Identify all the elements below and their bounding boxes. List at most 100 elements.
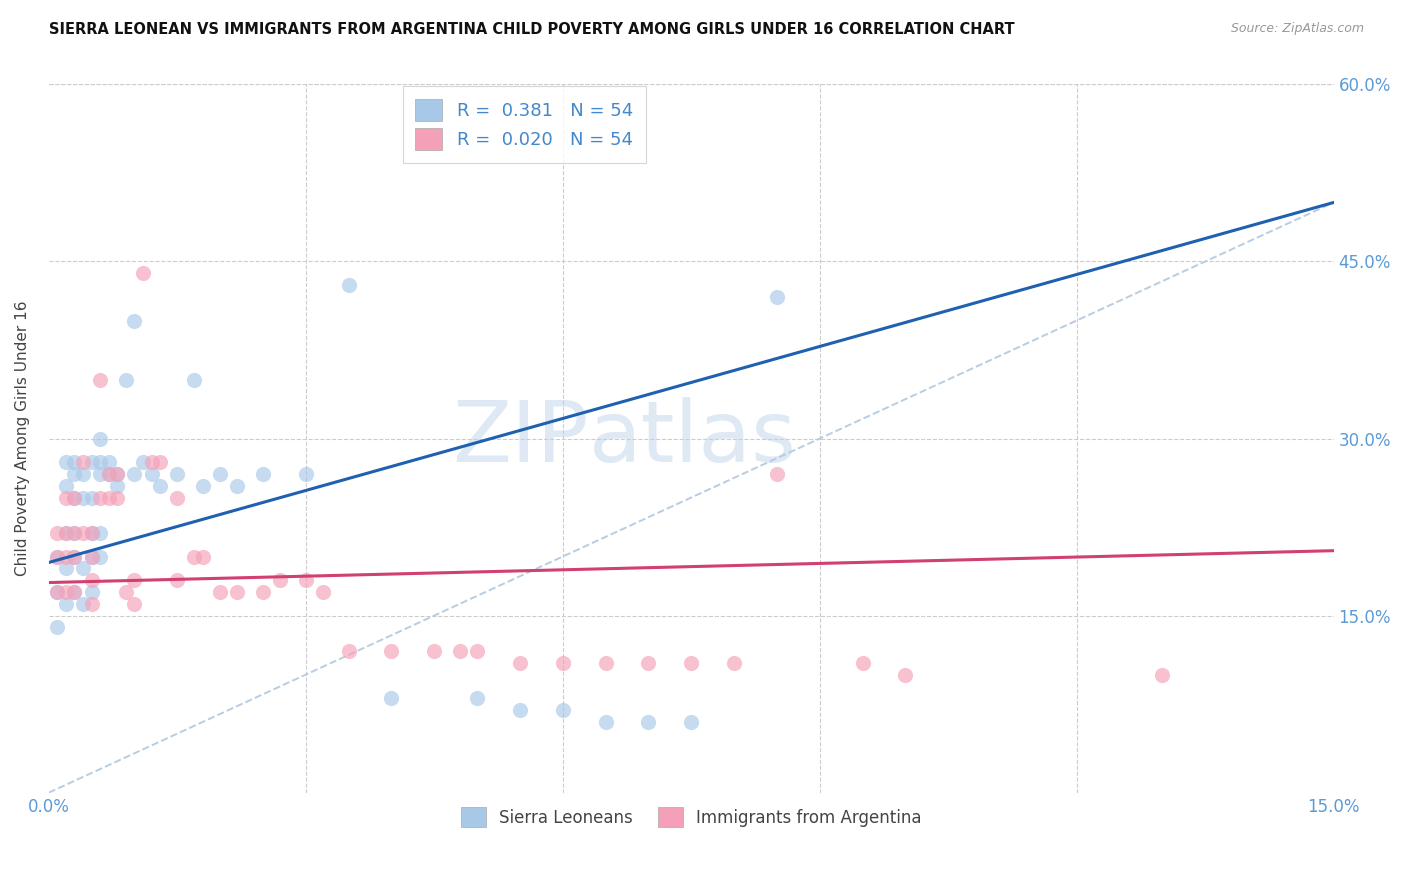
Point bbox=[226, 585, 249, 599]
Point bbox=[80, 455, 103, 469]
Point bbox=[89, 467, 111, 481]
Point bbox=[55, 526, 77, 541]
Point bbox=[89, 491, 111, 505]
Point bbox=[72, 561, 94, 575]
Point bbox=[595, 714, 617, 729]
Point bbox=[681, 714, 703, 729]
Point bbox=[55, 549, 77, 564]
Point bbox=[80, 526, 103, 541]
Point bbox=[149, 455, 172, 469]
Point bbox=[46, 526, 69, 541]
Point bbox=[63, 549, 86, 564]
Point bbox=[63, 549, 86, 564]
Point bbox=[46, 549, 69, 564]
Point bbox=[55, 479, 77, 493]
Point bbox=[105, 491, 128, 505]
Text: Source: ZipAtlas.com: Source: ZipAtlas.com bbox=[1230, 22, 1364, 36]
Point bbox=[124, 597, 146, 611]
Point bbox=[124, 573, 146, 587]
Point bbox=[252, 585, 274, 599]
Point bbox=[89, 549, 111, 564]
Point bbox=[80, 549, 103, 564]
Text: ZIP: ZIP bbox=[451, 397, 588, 480]
Point bbox=[141, 467, 163, 481]
Point bbox=[337, 644, 360, 658]
Point bbox=[894, 667, 917, 681]
Point bbox=[80, 585, 103, 599]
Point bbox=[97, 467, 120, 481]
Point bbox=[105, 479, 128, 493]
Point bbox=[637, 656, 659, 670]
Point bbox=[89, 455, 111, 469]
Point bbox=[166, 491, 188, 505]
Point bbox=[80, 526, 103, 541]
Point bbox=[149, 479, 172, 493]
Point bbox=[637, 714, 659, 729]
Point bbox=[191, 549, 214, 564]
Point bbox=[63, 467, 86, 481]
Point bbox=[124, 467, 146, 481]
Point bbox=[46, 549, 69, 564]
Point bbox=[80, 573, 103, 587]
Point bbox=[72, 491, 94, 505]
Point bbox=[766, 290, 789, 304]
Point bbox=[183, 549, 205, 564]
Point bbox=[63, 526, 86, 541]
Point bbox=[97, 491, 120, 505]
Point bbox=[55, 561, 77, 575]
Point bbox=[63, 585, 86, 599]
Point bbox=[97, 455, 120, 469]
Point bbox=[46, 585, 69, 599]
Point bbox=[89, 372, 111, 386]
Point bbox=[72, 467, 94, 481]
Point bbox=[449, 644, 471, 658]
Point bbox=[551, 656, 574, 670]
Point bbox=[72, 526, 94, 541]
Point bbox=[551, 703, 574, 717]
Point bbox=[1152, 667, 1174, 681]
Point bbox=[63, 455, 86, 469]
Point bbox=[269, 573, 291, 587]
Point bbox=[115, 372, 138, 386]
Point bbox=[681, 656, 703, 670]
Legend: Sierra Leoneans, Immigrants from Argentina: Sierra Leoneans, Immigrants from Argenti… bbox=[454, 800, 928, 834]
Point bbox=[55, 597, 77, 611]
Point bbox=[72, 597, 94, 611]
Point bbox=[312, 585, 335, 599]
Text: SIERRA LEONEAN VS IMMIGRANTS FROM ARGENTINA CHILD POVERTY AMONG GIRLS UNDER 16 C: SIERRA LEONEAN VS IMMIGRANTS FROM ARGENT… bbox=[49, 22, 1015, 37]
Point bbox=[55, 455, 77, 469]
Point bbox=[423, 644, 446, 658]
Point bbox=[55, 526, 77, 541]
Point bbox=[46, 585, 69, 599]
Point bbox=[294, 573, 316, 587]
Point bbox=[63, 585, 86, 599]
Point bbox=[191, 479, 214, 493]
Point bbox=[132, 266, 155, 280]
Point bbox=[465, 644, 488, 658]
Point bbox=[63, 491, 86, 505]
Point bbox=[509, 703, 531, 717]
Point bbox=[105, 467, 128, 481]
Point bbox=[72, 455, 94, 469]
Point bbox=[166, 467, 188, 481]
Point bbox=[141, 455, 163, 469]
Point bbox=[766, 467, 789, 481]
Point bbox=[80, 549, 103, 564]
Point bbox=[183, 372, 205, 386]
Point bbox=[132, 455, 155, 469]
Point bbox=[209, 585, 232, 599]
Point bbox=[166, 573, 188, 587]
Point bbox=[89, 526, 111, 541]
Point bbox=[55, 491, 77, 505]
Point bbox=[89, 432, 111, 446]
Point bbox=[209, 467, 232, 481]
Point bbox=[723, 656, 745, 670]
Y-axis label: Child Poverty Among Girls Under 16: Child Poverty Among Girls Under 16 bbox=[15, 301, 30, 576]
Point bbox=[80, 597, 103, 611]
Point bbox=[63, 491, 86, 505]
Point bbox=[465, 691, 488, 706]
Point bbox=[115, 585, 138, 599]
Point bbox=[294, 467, 316, 481]
Point bbox=[252, 467, 274, 481]
Point bbox=[380, 644, 402, 658]
